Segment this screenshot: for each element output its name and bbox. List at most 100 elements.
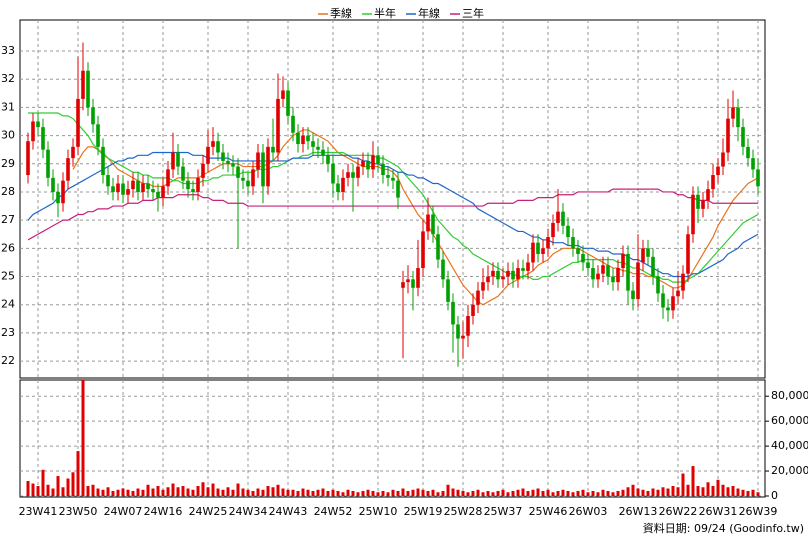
candle-body xyxy=(296,132,300,145)
volume-bar xyxy=(596,492,600,496)
volume-bar xyxy=(306,489,310,496)
candle-body xyxy=(511,270,515,280)
footer: 資料日期: 09/24 (Goodinfo.tw) xyxy=(643,521,804,535)
volume-bar xyxy=(146,484,150,496)
volume-bar xyxy=(201,482,205,496)
x-tick-label: 23W50 xyxy=(59,505,98,518)
candle-body xyxy=(196,177,200,192)
candle-body xyxy=(716,166,720,176)
volume-bar xyxy=(156,486,160,496)
legend-label: 年線 xyxy=(418,6,440,20)
volume-bar xyxy=(681,473,685,496)
volume-bar xyxy=(321,488,325,496)
x-tick-label: 26W03 xyxy=(569,505,608,518)
volume-bar xyxy=(496,491,500,496)
volume-bar xyxy=(326,491,330,496)
volume-bar xyxy=(246,489,250,496)
volume-bar xyxy=(576,491,580,496)
volume-bar xyxy=(486,491,490,496)
x-tick-label: 25W19 xyxy=(404,505,443,518)
volume-bar xyxy=(206,487,210,496)
volume-bar xyxy=(551,492,555,496)
candle-body xyxy=(316,146,320,150)
volume-bar xyxy=(126,489,130,496)
y2-tick-label: 40,000 xyxy=(771,439,808,452)
volume-bar xyxy=(56,476,60,496)
volume-bar xyxy=(396,491,400,496)
legend-label: 季線 xyxy=(330,6,352,20)
volume-bar xyxy=(601,489,605,496)
candle-body xyxy=(361,160,365,167)
candle-body xyxy=(71,146,75,159)
x-tick-label: 26W22 xyxy=(659,505,698,518)
volume-bar xyxy=(606,491,610,496)
candle-body xyxy=(711,175,715,190)
volume-bar xyxy=(196,486,200,496)
candle-body xyxy=(616,268,620,283)
volume-bar xyxy=(666,488,670,496)
volume-bar xyxy=(516,489,520,496)
candle-body xyxy=(576,248,580,254)
volume-bar xyxy=(451,488,455,496)
candle-body xyxy=(326,155,330,164)
volume-bar xyxy=(176,487,180,496)
candle-body xyxy=(726,118,730,153)
x-tick-label: 24W34 xyxy=(229,505,268,518)
volume-bar xyxy=(341,492,345,496)
candle-body xyxy=(231,163,235,167)
y-tick-label: 24 xyxy=(1,298,15,311)
volume-bar xyxy=(561,489,565,496)
x-tick-label: 23W41 xyxy=(19,505,58,518)
volume-bar xyxy=(251,491,255,496)
legend-label: 半年 xyxy=(374,6,396,20)
candle-body xyxy=(176,152,180,167)
volume-bar xyxy=(141,489,145,496)
volume-bar xyxy=(426,491,430,496)
volume-bar xyxy=(181,486,185,496)
y2-tick-label: 0 xyxy=(771,489,778,502)
candle-body xyxy=(101,146,105,176)
candle-body xyxy=(481,282,485,291)
volume-bar xyxy=(136,488,140,496)
candle-body xyxy=(606,265,610,277)
y-tick-label: 29 xyxy=(1,157,15,170)
volume-bar xyxy=(531,489,535,496)
candle-body xyxy=(466,315,470,336)
volume-bar xyxy=(71,472,75,496)
candle-body xyxy=(386,175,390,178)
volume-bar xyxy=(331,489,335,496)
volume-bar xyxy=(236,483,240,496)
volume-bar xyxy=(456,489,460,496)
volume-bar xyxy=(406,491,410,496)
candle-body xyxy=(581,253,585,263)
candle-body xyxy=(471,304,475,316)
candle-body xyxy=(636,262,640,300)
x-tick-label: 25W28 xyxy=(444,505,483,518)
volume-bar xyxy=(511,491,515,496)
candle-body xyxy=(651,256,655,277)
candle-body xyxy=(381,163,385,176)
volume-bar xyxy=(276,484,280,496)
volume-bar xyxy=(466,492,470,496)
volume-bar xyxy=(706,482,710,496)
y-tick-label: 28 xyxy=(1,185,15,198)
candle-body xyxy=(281,90,285,99)
volume-bar xyxy=(241,488,245,496)
volume-bar xyxy=(216,488,220,496)
candle-body xyxy=(671,296,675,311)
candle-body xyxy=(741,127,745,147)
volume-bar xyxy=(151,488,155,496)
candle-body xyxy=(96,124,100,147)
x-tick-label: 26W39 xyxy=(739,505,778,518)
volume-bar xyxy=(721,484,725,496)
candle-body xyxy=(696,194,700,209)
candle-body xyxy=(256,152,260,170)
candle-body xyxy=(446,279,450,302)
candle-body xyxy=(441,259,445,280)
candle-body xyxy=(731,107,735,119)
volume-bar xyxy=(641,489,645,496)
volume-bar xyxy=(436,492,440,496)
candle-body xyxy=(66,158,70,181)
candle-body xyxy=(656,276,660,294)
